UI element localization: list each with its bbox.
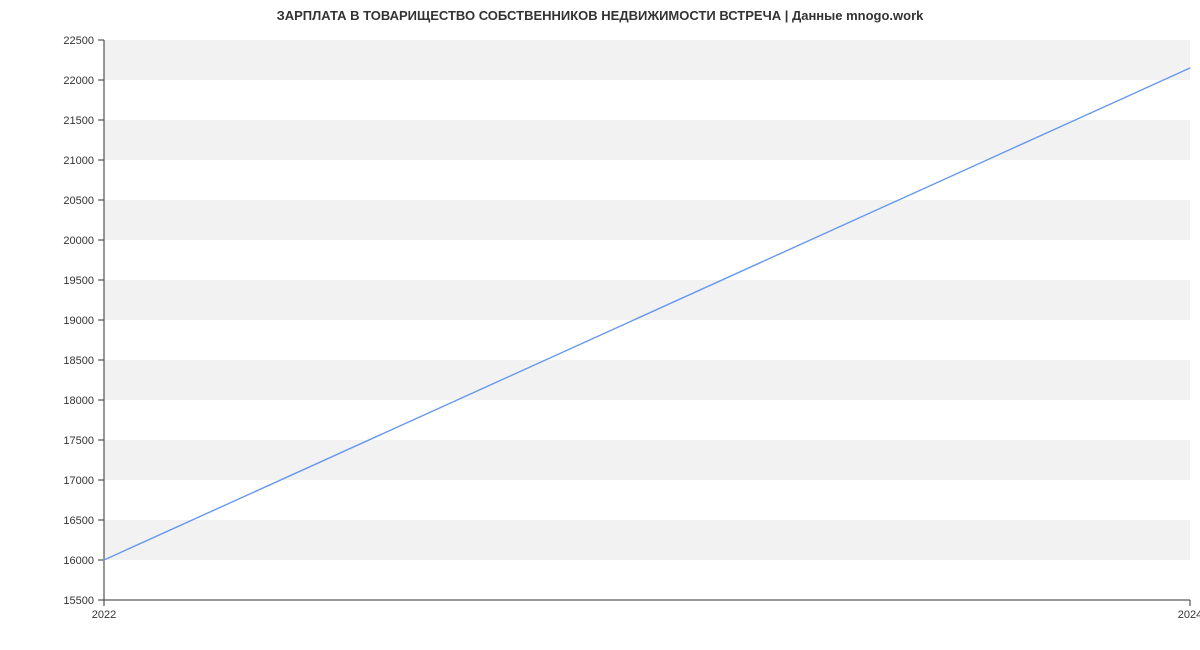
y-tick-label: 17000 — [63, 475, 94, 487]
grid-band — [104, 320, 1190, 360]
y-tick-label: 18000 — [63, 395, 94, 407]
y-tick-label: 21500 — [63, 115, 94, 127]
grid-band — [104, 400, 1190, 440]
chart-svg: 15500 16000 16500 17000 17500 18000 18500 19000… — [0, 0, 1200, 650]
y-tick-label: 19500 — [63, 275, 94, 287]
grid-band — [104, 120, 1190, 160]
y-tick-label: 21000 — [63, 155, 94, 167]
x-tick-label: 2022 — [92, 609, 116, 621]
y-tick-label: 19000 — [63, 315, 94, 327]
grid-band — [104, 440, 1190, 480]
y-tick-label: 20000 — [63, 235, 94, 247]
grid-band — [104, 200, 1190, 240]
y-tick-label: 17500 — [63, 435, 94, 447]
y-tick-label: 22000 — [63, 75, 94, 87]
salary-chart: ЗАРПЛАТА В ТОВАРИЩЕСТВО СОБСТВЕННИКОВ НЕ… — [0, 0, 1200, 650]
y-tick-label: 15500 — [63, 595, 94, 607]
y-tick-label: 22500 — [63, 35, 94, 47]
grid-band — [104, 520, 1190, 560]
y-tick-label: 20500 — [63, 195, 94, 207]
grid-band — [104, 160, 1190, 200]
grid-band — [104, 360, 1190, 400]
y-tick-label: 18500 — [63, 355, 94, 367]
grid-band — [104, 240, 1190, 280]
chart-title: ЗАРПЛАТА В ТОВАРИЩЕСТВО СОБСТВЕННИКОВ НЕ… — [0, 8, 1200, 23]
y-tick-label: 16500 — [63, 515, 94, 527]
grid-band — [104, 80, 1190, 120]
y-tick-label: 16000 — [63, 555, 94, 567]
grid-band — [104, 560, 1190, 600]
grid-band — [104, 40, 1190, 80]
x-tick-label: 2024 — [1178, 609, 1200, 621]
